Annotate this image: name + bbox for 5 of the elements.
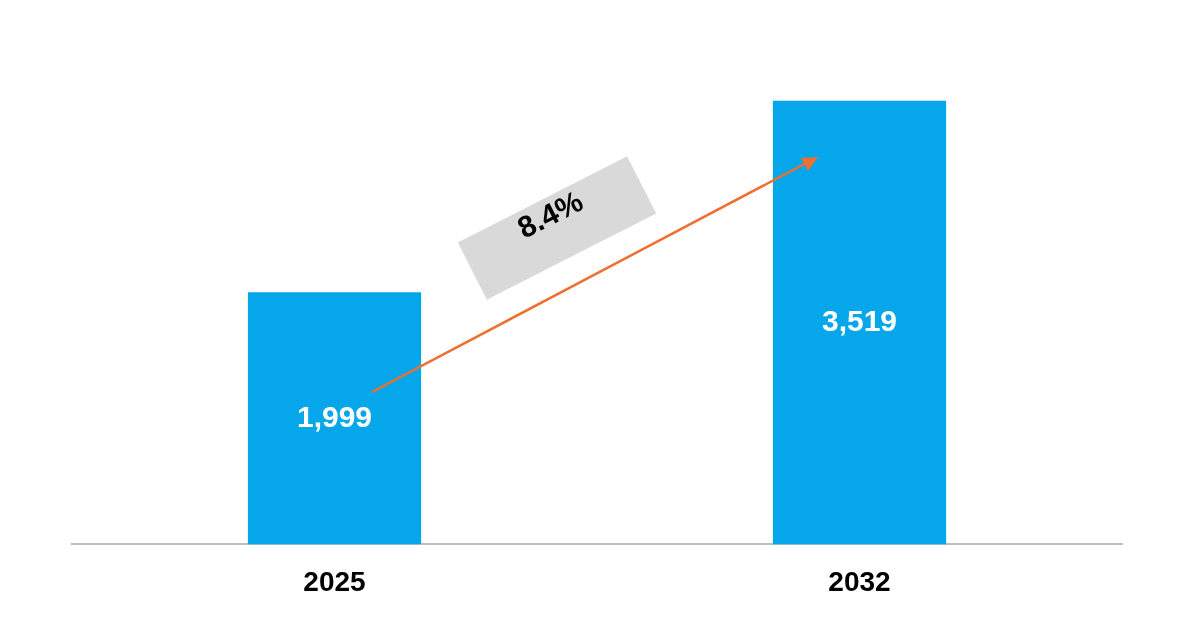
label-box: 8.4% — [457, 156, 657, 300]
data-label: 3,519 — [821, 303, 898, 337]
data-label: 1,999 — [296, 399, 373, 433]
x-tick-label: 2032 — [828, 565, 891, 597]
x-tick-label: 2025 — [303, 565, 366, 597]
